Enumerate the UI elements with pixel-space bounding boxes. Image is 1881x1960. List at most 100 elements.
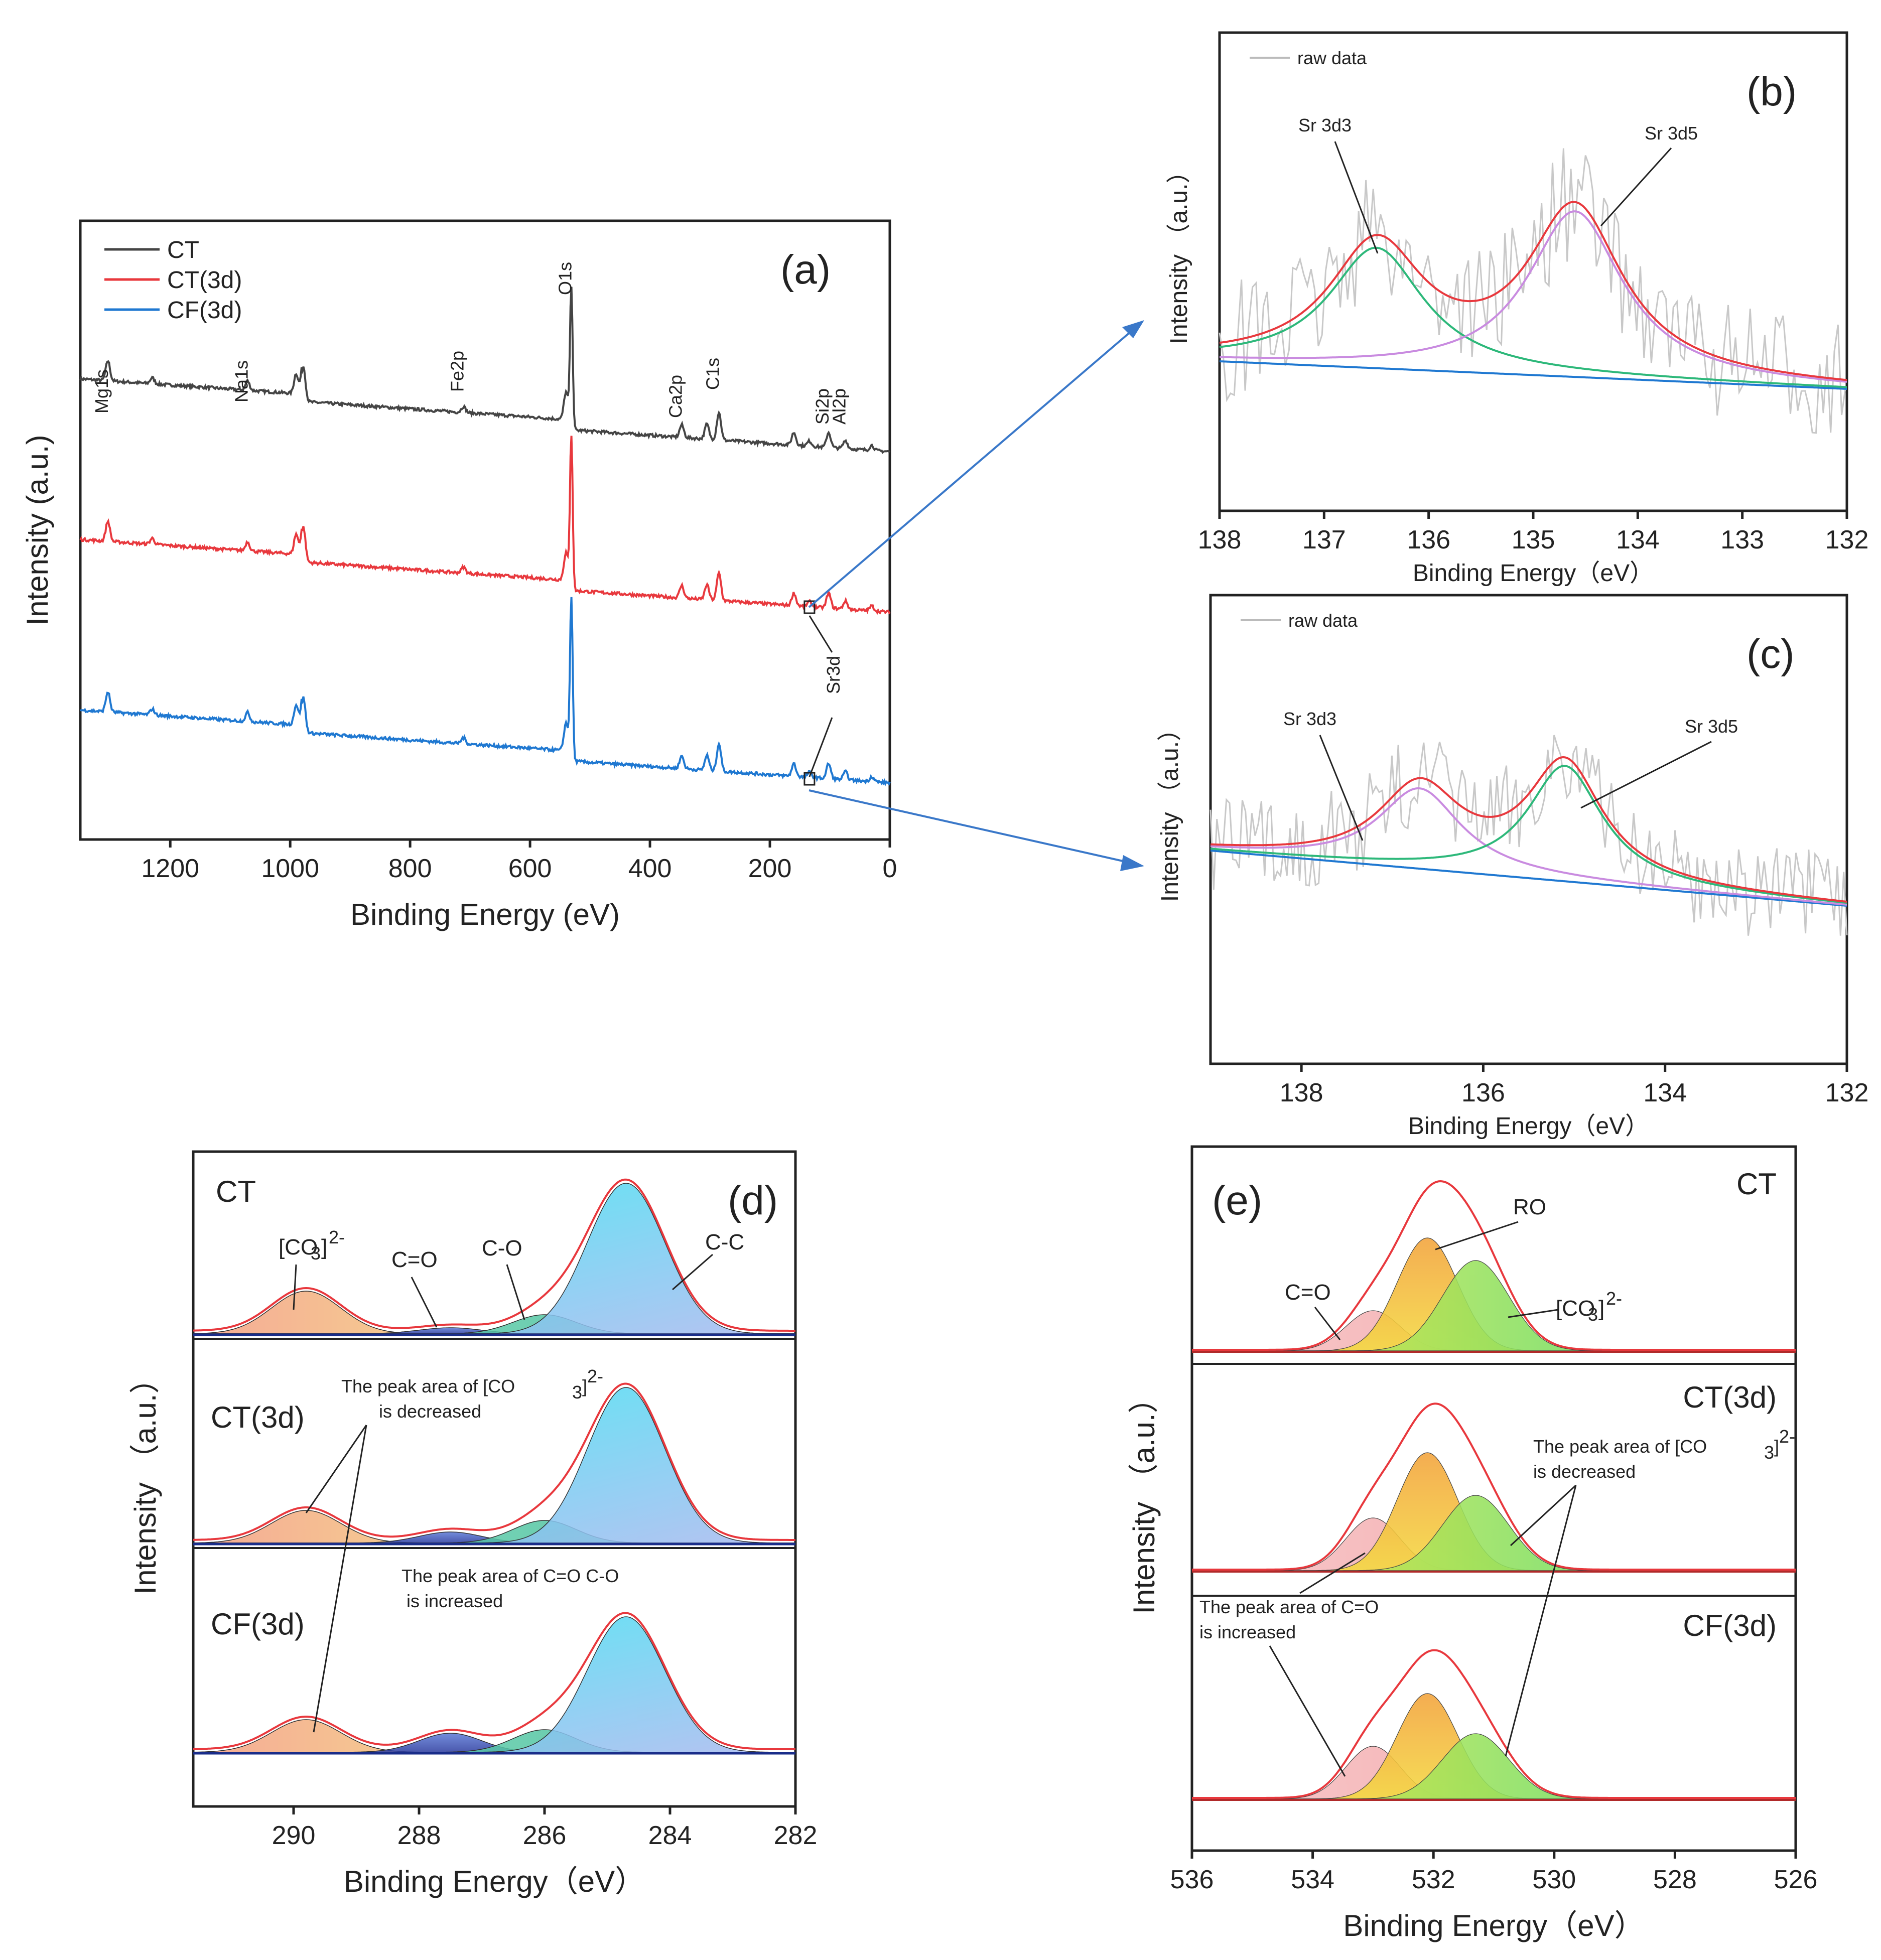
panel-c-sr3d3-line: [1210, 787, 1847, 906]
panel-d-envelope-line: [193, 1382, 795, 1541]
panel-d-leader-line: [506, 1264, 525, 1320]
panel-a-frame: [79, 219, 891, 841]
panel-e-envelope-line: [1192, 1403, 1796, 1571]
panel-d-sample-label: CT(3d): [211, 1401, 305, 1434]
panel-e-sample-label: CT: [1736, 1167, 1777, 1201]
panel-a-series-line: [79, 287, 891, 454]
panel-c-annotation: Sr 3d5: [1685, 716, 1738, 737]
panel-b-sr3d5-line: [1220, 210, 1847, 383]
panel-b-annotation: Sr 3d3: [1298, 115, 1352, 135]
panel-a-xlabel: Binding Energy (eV): [350, 898, 620, 931]
panel-e-leader-line: [1435, 1221, 1519, 1250]
panel-e-sample-label: CT(3d): [1683, 1380, 1777, 1414]
panel-e-component-area: [1192, 1733, 1796, 1799]
panel-d-x-tick-label: 290: [272, 1821, 316, 1850]
panel-a-peak-label: Mg1s: [91, 369, 112, 413]
panel-b-sr3d3-line: [1219, 246, 1847, 388]
panel-d-decrease-close: ]: [582, 1376, 587, 1396]
panel-a-x-tick-label: 400: [628, 854, 672, 883]
panel-a-label: (a): [780, 247, 831, 293]
panel-e-decrease-close: ]: [1774, 1436, 1779, 1457]
panel-e-envelope-line: [1192, 1180, 1796, 1351]
panel-b-x-tick-label: 135: [1512, 525, 1555, 554]
panel-b-x-tick-label: 134: [1616, 525, 1660, 554]
panel-d-leader-line: [313, 1425, 367, 1733]
panel-d-sample-label: CF(3d): [211, 1607, 305, 1641]
panel-c-annotation: Sr 3d3: [1283, 709, 1336, 729]
panel-a-legend-label: CT(3d): [167, 267, 242, 294]
panel-a-legend-label: CT: [167, 237, 199, 263]
panel-c-x-tick-label: 132: [1825, 1078, 1869, 1107]
panel-a-x-tick-label: 800: [388, 854, 432, 883]
panel-e-co3-sup: 2-: [1606, 1288, 1622, 1309]
panel-e-x-tick-label: 526: [1774, 1865, 1818, 1894]
panel-c-raw-data-line: [1210, 735, 1848, 936]
panel-e-co3-sub: 3: [1588, 1304, 1598, 1325]
panel-a-peak-label: Sr3d: [823, 656, 844, 694]
panel-d-label: (d): [728, 1178, 778, 1223]
panel-b-raw-data-line: [1219, 148, 1846, 434]
panel-a-x-tick-label: 1200: [141, 854, 199, 883]
panel-a-series-line: [79, 436, 891, 615]
panel-d-ylabel: Intensity （a.u.）: [128, 1363, 162, 1594]
panel-c-envelope-line: [1210, 756, 1847, 903]
panel-d-x-tick-label: 286: [523, 1821, 567, 1850]
panel-a-peak-label: Ca2p: [665, 375, 686, 418]
panel-d-increase-text: is increased: [407, 1591, 503, 1611]
panel-e-leader-line: [1314, 1307, 1341, 1340]
panel-c-sr3d5-line: [1210, 765, 1847, 904]
panel-d-leader-line: [411, 1277, 438, 1328]
panel-a-sr3d-leader: [809, 615, 833, 653]
panel-b-label: (b): [1746, 69, 1797, 114]
panel-e-leader-line: [1299, 1552, 1366, 1594]
panel-e-frame: [1190, 1145, 1797, 1852]
panel-d-decrease-text: The peak area of [CO: [341, 1376, 515, 1396]
panel-a-arrow-to-c: [809, 789, 1132, 864]
panel-d-co3-sub: 3: [311, 1243, 321, 1264]
panel-c-x-tick-label: 136: [1461, 1078, 1505, 1107]
panel-b-x-tick-label: 137: [1302, 525, 1346, 554]
panel-e-leader-line: [1269, 1645, 1346, 1777]
panel-b-x-tick-label: 136: [1407, 525, 1450, 554]
panel-d-leader-line: [672, 1253, 713, 1291]
panel-e-x-tick-label: 534: [1291, 1865, 1334, 1894]
panel-d-co-label: C-O: [482, 1236, 522, 1261]
panel-d-decrease-sup: 2-: [587, 1366, 603, 1386]
panel-b-ylabel: Intensity （a.u.）: [1166, 159, 1192, 344]
panel-b-xlabel: Binding Energy（eV）: [1413, 560, 1654, 587]
panel-a-arrow-head: [1122, 320, 1144, 338]
panel-e-sample-label: CF(3d): [1683, 1609, 1777, 1642]
panel-e-x-tick-label: 536: [1170, 1865, 1214, 1894]
panel-e-leader-line: [1510, 1484, 1577, 1547]
panel-d-leader-line: [293, 1264, 297, 1310]
panel-c-x-tick-label: 134: [1643, 1078, 1687, 1107]
panel-d-x-tick-label: 284: [648, 1821, 692, 1850]
panel-d-co3-sup: 2-: [329, 1227, 345, 1247]
panel-e-leader-line: [1508, 1309, 1559, 1318]
panel-e-xlabel: Binding Energy（eV）: [1343, 1909, 1644, 1942]
panel-d-frame: [192, 1150, 797, 1808]
panel-a-x-tick-label: 1000: [261, 854, 319, 883]
panel-e-decrease-sub: 3: [1764, 1442, 1774, 1463]
panel-e-ylabel: Intensity （a.u.）: [1127, 1383, 1161, 1614]
panel-c-legend-label: raw data: [1288, 610, 1358, 631]
panel-d-co3-label: [CO: [279, 1235, 318, 1259]
panel-e-x-tick-label: 528: [1653, 1865, 1697, 1894]
panel-a-peak-label: Na1s: [231, 360, 251, 402]
panel-d-x-tick-label: 288: [397, 1821, 441, 1850]
panel-b-leader-line: [1600, 147, 1672, 227]
panel-e-decrease-text: is decreased: [1533, 1461, 1636, 1482]
panel-a-arrow-head: [1120, 855, 1144, 871]
panel-e-label: (e): [1212, 1178, 1262, 1223]
panel-d-leader-line: [305, 1425, 367, 1513]
panel-d-increase-text: The peak area of C=O C-O: [401, 1566, 619, 1586]
panel-e-envelope-line: [1192, 1649, 1796, 1799]
panel-c-x-tick-label: 138: [1280, 1078, 1323, 1107]
panel-d-xlabel: Binding Energy（eV）: [344, 1865, 645, 1898]
panel-c-frame: [1209, 594, 1848, 1065]
panel-a-ylabel: Intensity (a.u.): [21, 435, 54, 625]
panel-a-sr3d-box: [803, 600, 816, 614]
panel-a-series-line: [79, 597, 891, 787]
panel-a-x-tick-label: 200: [748, 854, 792, 883]
panel-e-leader-line: [1505, 1485, 1577, 1757]
